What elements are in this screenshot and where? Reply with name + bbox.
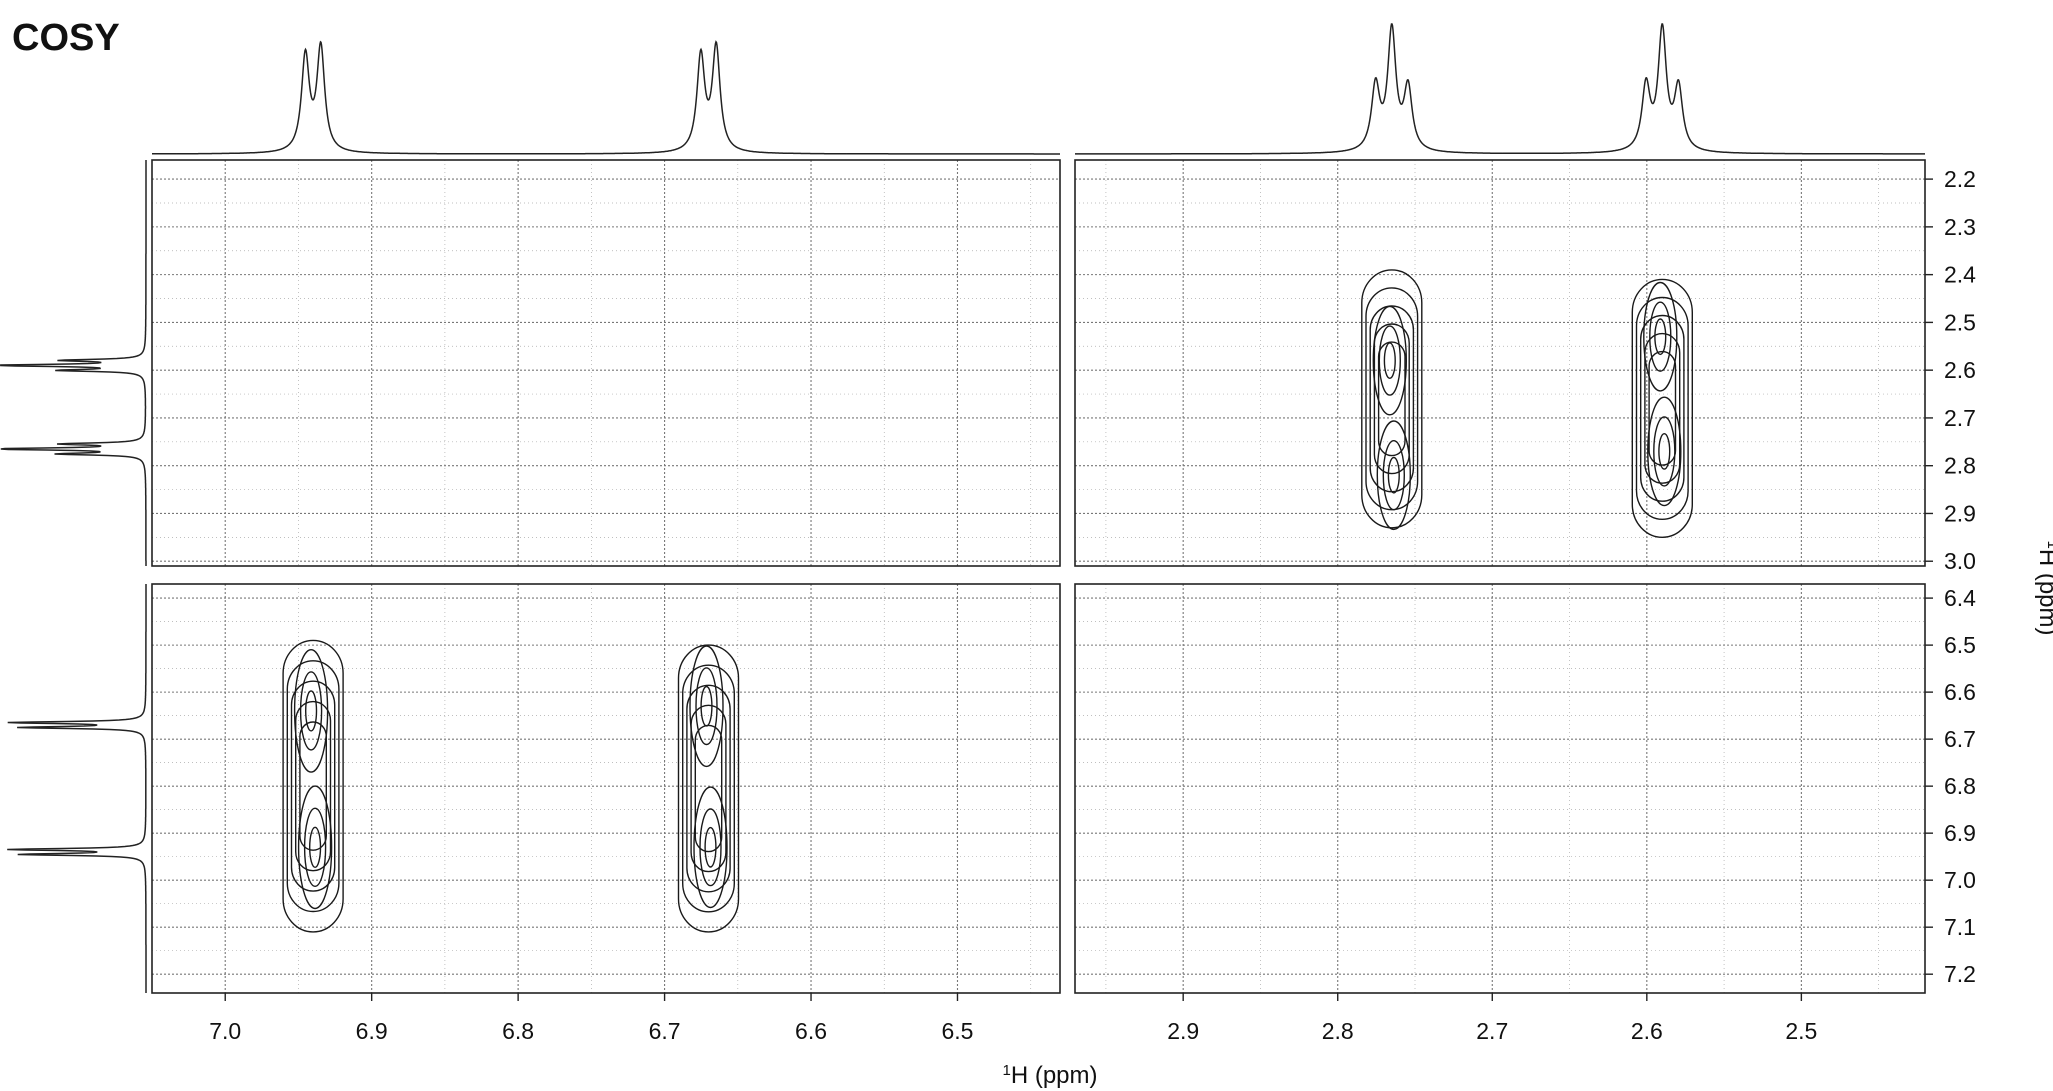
chart-title: COSY [12,17,120,59]
y-tick-label: 6.8 [1944,773,1976,799]
contour-lobe [303,807,327,887]
contour-lobe [297,785,333,910]
x-tick-label: 7.0 [209,1018,241,1044]
contour-lobe [299,671,323,751]
plot-panel-frame [151,159,1061,567]
contour-level [286,660,340,913]
contour-lobe [1654,318,1667,356]
y-tick-label: 2.6 [1944,357,1976,383]
x-tick-label: 6.8 [502,1018,534,1044]
y-tick-label: 2.5 [1944,309,1976,335]
contour-lobe [293,649,329,773]
contour-lobe [695,667,718,746]
contour-level [686,684,731,893]
contour-lobe [1378,325,1402,396]
contour-level [290,680,336,892]
top-projection-spectrum [1075,23,1925,155]
contour-level [677,644,740,933]
plot-panel-frame [151,583,1061,994]
contour-lobe [704,826,717,868]
x-tick-label: 2.8 [1322,1018,1354,1044]
contour-lobe [699,808,722,887]
y-tick-label: 2.7 [1944,405,1976,431]
cross-peak [1631,278,1694,538]
contour-level [1648,350,1677,466]
contour-level [690,704,727,873]
contour-level [282,639,344,933]
contour-lobe [305,690,318,732]
x-axis-label: 1H (ppm) [1002,1062,1097,1090]
cross-peak-layer [282,269,1694,933]
x-tick-label: 2.7 [1476,1018,1508,1044]
x-tick-label: 2.9 [1167,1018,1199,1044]
contour-lobe [1383,342,1396,379]
y-tick-label: 6.5 [1944,632,1976,658]
y-tick-label: 6.7 [1944,726,1976,752]
contour-lobe [689,645,724,768]
plot-frames [151,159,1926,994]
contour-level [1361,269,1423,529]
contour-lobe [1643,281,1678,392]
contour-level [1635,296,1689,521]
y-tick-label: 7.0 [1944,867,1976,893]
x-tick-label: 2.5 [1785,1018,1817,1044]
left-projection-spectrum [0,160,147,566]
y-tick-label: 6.9 [1944,820,1976,846]
x-tick-label: 6.7 [649,1018,681,1044]
y-tick-label: 2.2 [1944,166,1976,192]
contour-level [1373,323,1410,475]
contour-lobe [1372,305,1408,416]
axis-ticks: 7.0 6.9 6.8 6.7 6.6 6.5 2.9 2.8 2.7 2.6 2.5 2.2 2.3 2… [209,166,1976,1044]
contour-level [295,700,332,872]
contour-level [1644,332,1681,484]
projection-spectra [0,23,1925,993]
top-projection-spectrum [152,40,1060,155]
y-tick-label: 3.0 [1944,548,1976,574]
contour-lobe [700,685,713,727]
contour-lobe [1649,301,1672,372]
contour-lobe [1376,420,1412,531]
x-tick-label: 6.5 [941,1018,973,1044]
cross-peak [1361,269,1423,531]
y-axis-label: 1H (ppm) [2034,540,2053,635]
y-tick-label: 2.9 [1944,500,1976,526]
y-tick-label: 6.6 [1944,679,1976,705]
contour-level [682,664,736,913]
y-tick-label: 7.1 [1944,914,1976,940]
contour-lobe [309,826,322,868]
left-projection-spectrum [7,584,147,993]
x-tick-label: 6.6 [795,1018,827,1044]
cross-peak [677,644,740,933]
contour-level [1631,278,1694,538]
x-tick-label: 2.6 [1631,1018,1663,1044]
cross-peak [282,639,344,933]
grid-layer [151,160,1925,993]
contour-lobe [1658,432,1671,470]
y-tick-label: 6.4 [1944,585,1976,611]
contour-level [299,721,327,851]
y-tick-label: 2.3 [1944,214,1976,240]
contour-level [1639,314,1685,502]
plot-panel-frame [1074,583,1926,994]
contour-lobe [1653,416,1676,487]
contour-lobe [1382,440,1406,511]
plot-panel-frame [1074,159,1926,567]
contour-lobe [693,786,728,909]
y-tick-label: 2.8 [1944,453,1976,479]
y-tick-label: 7.2 [1944,961,1976,987]
contour-lobe [1647,396,1682,507]
contour-lobe [1387,456,1400,494]
y-tick-label: 2.4 [1944,262,1976,288]
x-tick-label: 6.9 [356,1018,388,1044]
